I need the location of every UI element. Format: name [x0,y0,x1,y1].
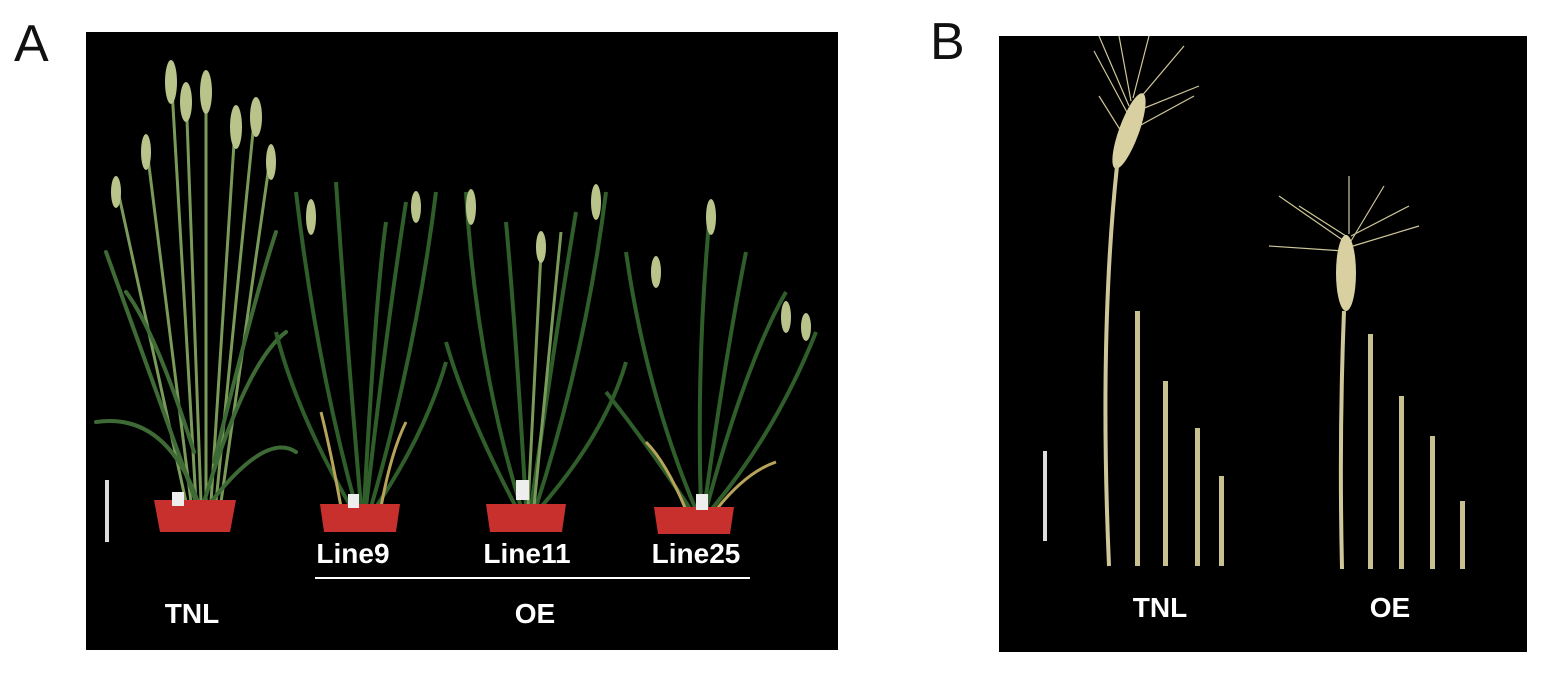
oe-group-line [315,577,750,579]
line11-plant [444,184,628,532]
wheat-stems-illustration [1043,36,1465,570]
panel-b-photo [999,36,1527,652]
label-tnl-b: TNL [1132,592,1188,623]
panel-a-letter: A [14,15,49,73]
oe-spike [1268,176,1420,252]
tnl-culm [1103,165,1119,567]
oe-culm [1338,310,1346,570]
line25-plant [604,199,818,534]
label-line11: Line11 [483,538,571,569]
line9-plant [274,181,448,532]
scale-bar-b [1043,451,1047,541]
wheat-plants-illustration [94,60,818,579]
label-tnl-a: TNL [164,598,220,629]
tnl-internodes [1135,311,1224,566]
label-oe-a: OE [514,598,556,629]
scale-bar [105,480,109,542]
tnl-spike [1093,36,1200,137]
label-oe-b: OE [1369,592,1411,623]
label-line25: Line25 [651,538,741,569]
oe-internodes [1368,334,1465,569]
label-line9: Line9 [316,538,390,569]
panel-a-photo [86,32,838,650]
tnl-plant [94,60,298,532]
panel-b-letter: B [930,13,965,71]
